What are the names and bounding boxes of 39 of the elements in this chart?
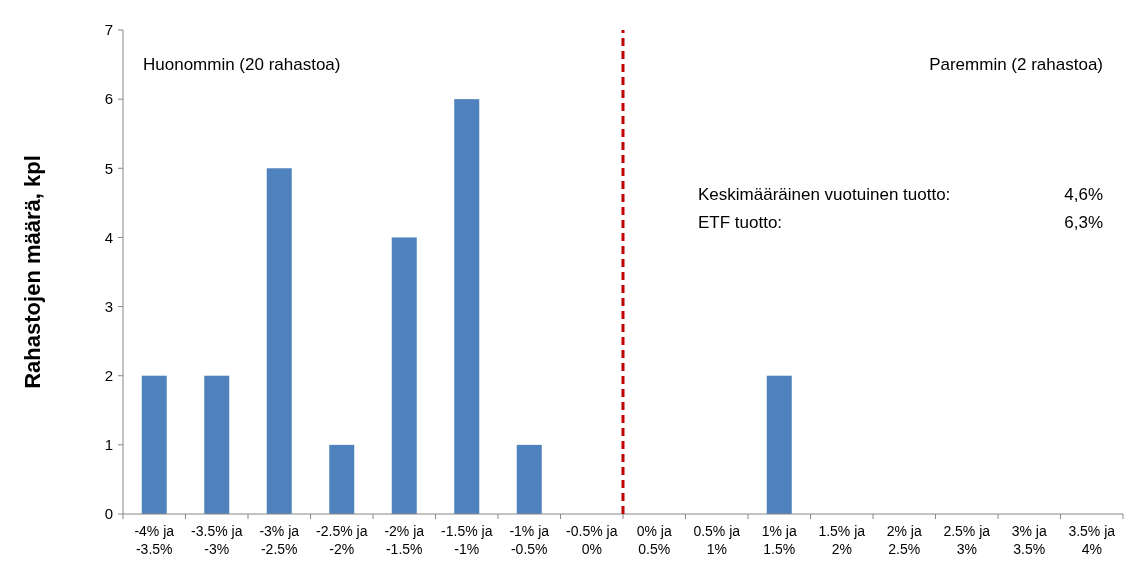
y-tick-label: 6 (104, 90, 113, 108)
x-tick-label: -1% ja -0.5% (509, 523, 550, 557)
x-tick-label: -2% ja -1.5% (384, 523, 425, 557)
y-tick-label: 1 (104, 436, 113, 454)
bar (329, 444, 355, 514)
x-tick-label: -3.5% ja -3% (191, 523, 243, 557)
x-tick-label: 2% ja 2.5% (886, 523, 922, 557)
x-tick-label: -0.5% ja 0% (566, 523, 618, 557)
x-tick-label: -1.5% ja -1% (441, 523, 493, 557)
x-tick-label: 3% ja 3.5% (1011, 523, 1047, 557)
y-tick-label: 5 (104, 159, 113, 177)
y-tick-label: 7 (104, 21, 113, 39)
y-tick-label: 4 (104, 228, 113, 246)
x-tick-label: -3% ja -2.5% (259, 523, 300, 557)
annotation: ETF tuotto: (698, 213, 783, 232)
y-tick-label: 3 (104, 297, 113, 315)
x-tick-label: 0% ja 0.5% (636, 523, 672, 557)
annotation: Huonommin (20 rahastoa) (143, 55, 341, 74)
bar (266, 168, 292, 514)
y-tick-label: 2 (104, 366, 113, 384)
y-tick-label: 0 (104, 505, 113, 523)
bar (391, 237, 417, 514)
bar (766, 375, 792, 514)
annotation: 4,6% (1064, 185, 1103, 204)
x-tick-label: 1% ja 1.5% (761, 523, 797, 557)
x-tick-label: 0.5% ja 1% (693, 523, 741, 557)
x-tick-label: -4% ja -3.5% (134, 523, 175, 557)
bar (516, 444, 542, 514)
x-tick-label: 2.5% ja 3% (943, 523, 991, 557)
x-tick-label: 1.5% ja 2% (818, 523, 866, 557)
annotation: 6,3% (1064, 213, 1103, 232)
annotation: Paremmin (2 rahastoa) (929, 55, 1103, 74)
x-tick-label: 3.5% ja 4% (1068, 523, 1116, 557)
annotation: Keskimääräinen vuotuinen tuotto: (698, 185, 951, 204)
x-tick-label: -2.5% ja -2% (316, 523, 368, 557)
bar (141, 375, 167, 514)
y-axis-title: Rahastojen määrä, kpl (20, 155, 45, 389)
bar (454, 99, 480, 514)
bar (204, 375, 230, 514)
